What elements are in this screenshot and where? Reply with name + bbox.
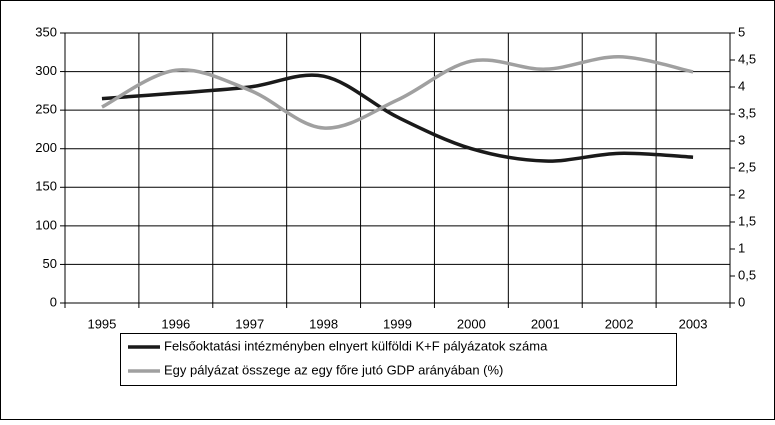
y2-tick-label: 1 [738,240,745,255]
legend-label: Felsőoktatási intézményben elnyert külfö… [164,338,548,353]
x-tick-label: 2000 [457,316,486,331]
legend-box [120,333,677,386]
x-tick-label: 1995 [87,316,116,331]
x-tick-label: 2002 [605,316,634,331]
line-series [101,73,694,163]
y2-tick-label: 0 [738,294,745,309]
y-tick-label: 150 [35,179,57,194]
legend-label: Egy pályázat összege az egy főre jutó GD… [164,362,503,377]
y2-tick-label: 0,5 [738,267,756,282]
y2-tick-label: 3,5 [738,105,756,120]
y2-tick-label: 4,5 [738,51,756,66]
x-tick-label: 1996 [161,316,190,331]
y-tick-label: 50 [43,256,57,271]
y2-tick-label: 2 [738,186,745,201]
y2-tick-label: 3 [738,132,745,147]
x-tick-label: 2001 [531,316,560,331]
y-tick-label: 100 [35,217,57,232]
y-tick-label: 300 [35,63,57,78]
y2-tick-label: 1,5 [738,213,756,228]
y2-tick-label: 4 [738,78,745,93]
x-tick-label: 1997 [235,316,264,331]
y2-tick-label: 5 [738,24,745,39]
plot-frame [64,32,731,304]
y2-tick-label: 2,5 [738,159,756,174]
x-tick-label: 1999 [383,316,412,331]
y-tick-label: 200 [35,140,57,155]
line-series [101,55,694,130]
y-tick-label: 350 [35,24,57,39]
y-tick-label: 250 [35,102,57,117]
x-tick-label: 1998 [309,316,338,331]
x-tick-label: 2003 [679,316,708,331]
y-tick-label: 0 [50,294,57,309]
